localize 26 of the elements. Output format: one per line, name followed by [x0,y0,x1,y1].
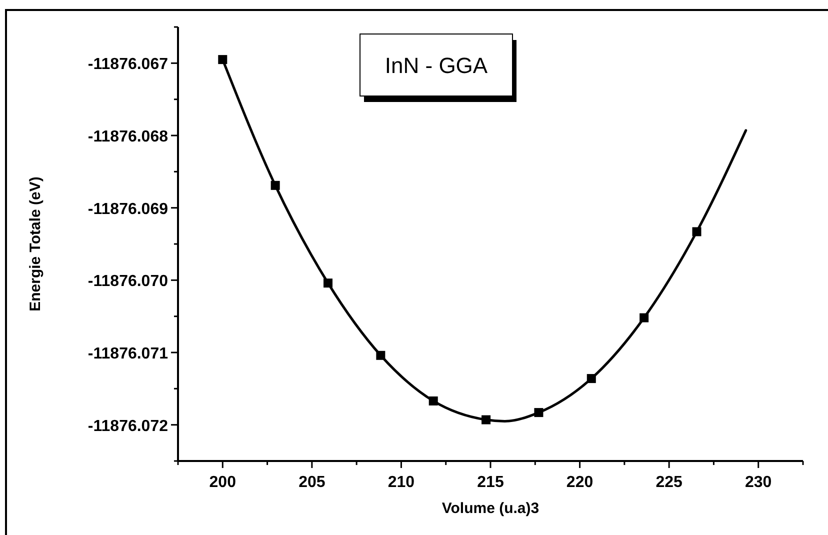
x-tick-label: 230 [745,474,772,491]
point [218,55,228,64]
point [324,278,332,288]
x-tick-label: 210 [388,474,415,491]
y-tick-label: -11876.071 [88,346,168,362]
point [428,396,438,406]
point [586,374,596,384]
point [270,180,280,190]
x-tick-label: 200 [209,474,236,491]
point [376,350,386,360]
x-tick-label: 215 [477,474,504,491]
y-axis-title: Energie Totale (eV) [27,176,44,312]
y-tick-label: -11876.070 [88,273,168,290]
y-tick-label: -11876.068 [88,128,168,146]
x-tick-label: 225 [656,474,683,491]
point [640,313,649,322]
point [482,415,491,424]
y-tick-label: -11876.069 [88,200,168,218]
x-tick-label: 220 [566,474,594,491]
y-tick-label: -11876.067 [88,56,168,74]
point [692,227,702,236]
point [534,408,544,418]
x-axis-title: Volume (u.a)3 [442,500,540,517]
y-tick-label: -11876.072 [88,418,168,435]
text: InN - GGA [384,53,488,78]
x-tick-label: 205 [298,474,326,491]
